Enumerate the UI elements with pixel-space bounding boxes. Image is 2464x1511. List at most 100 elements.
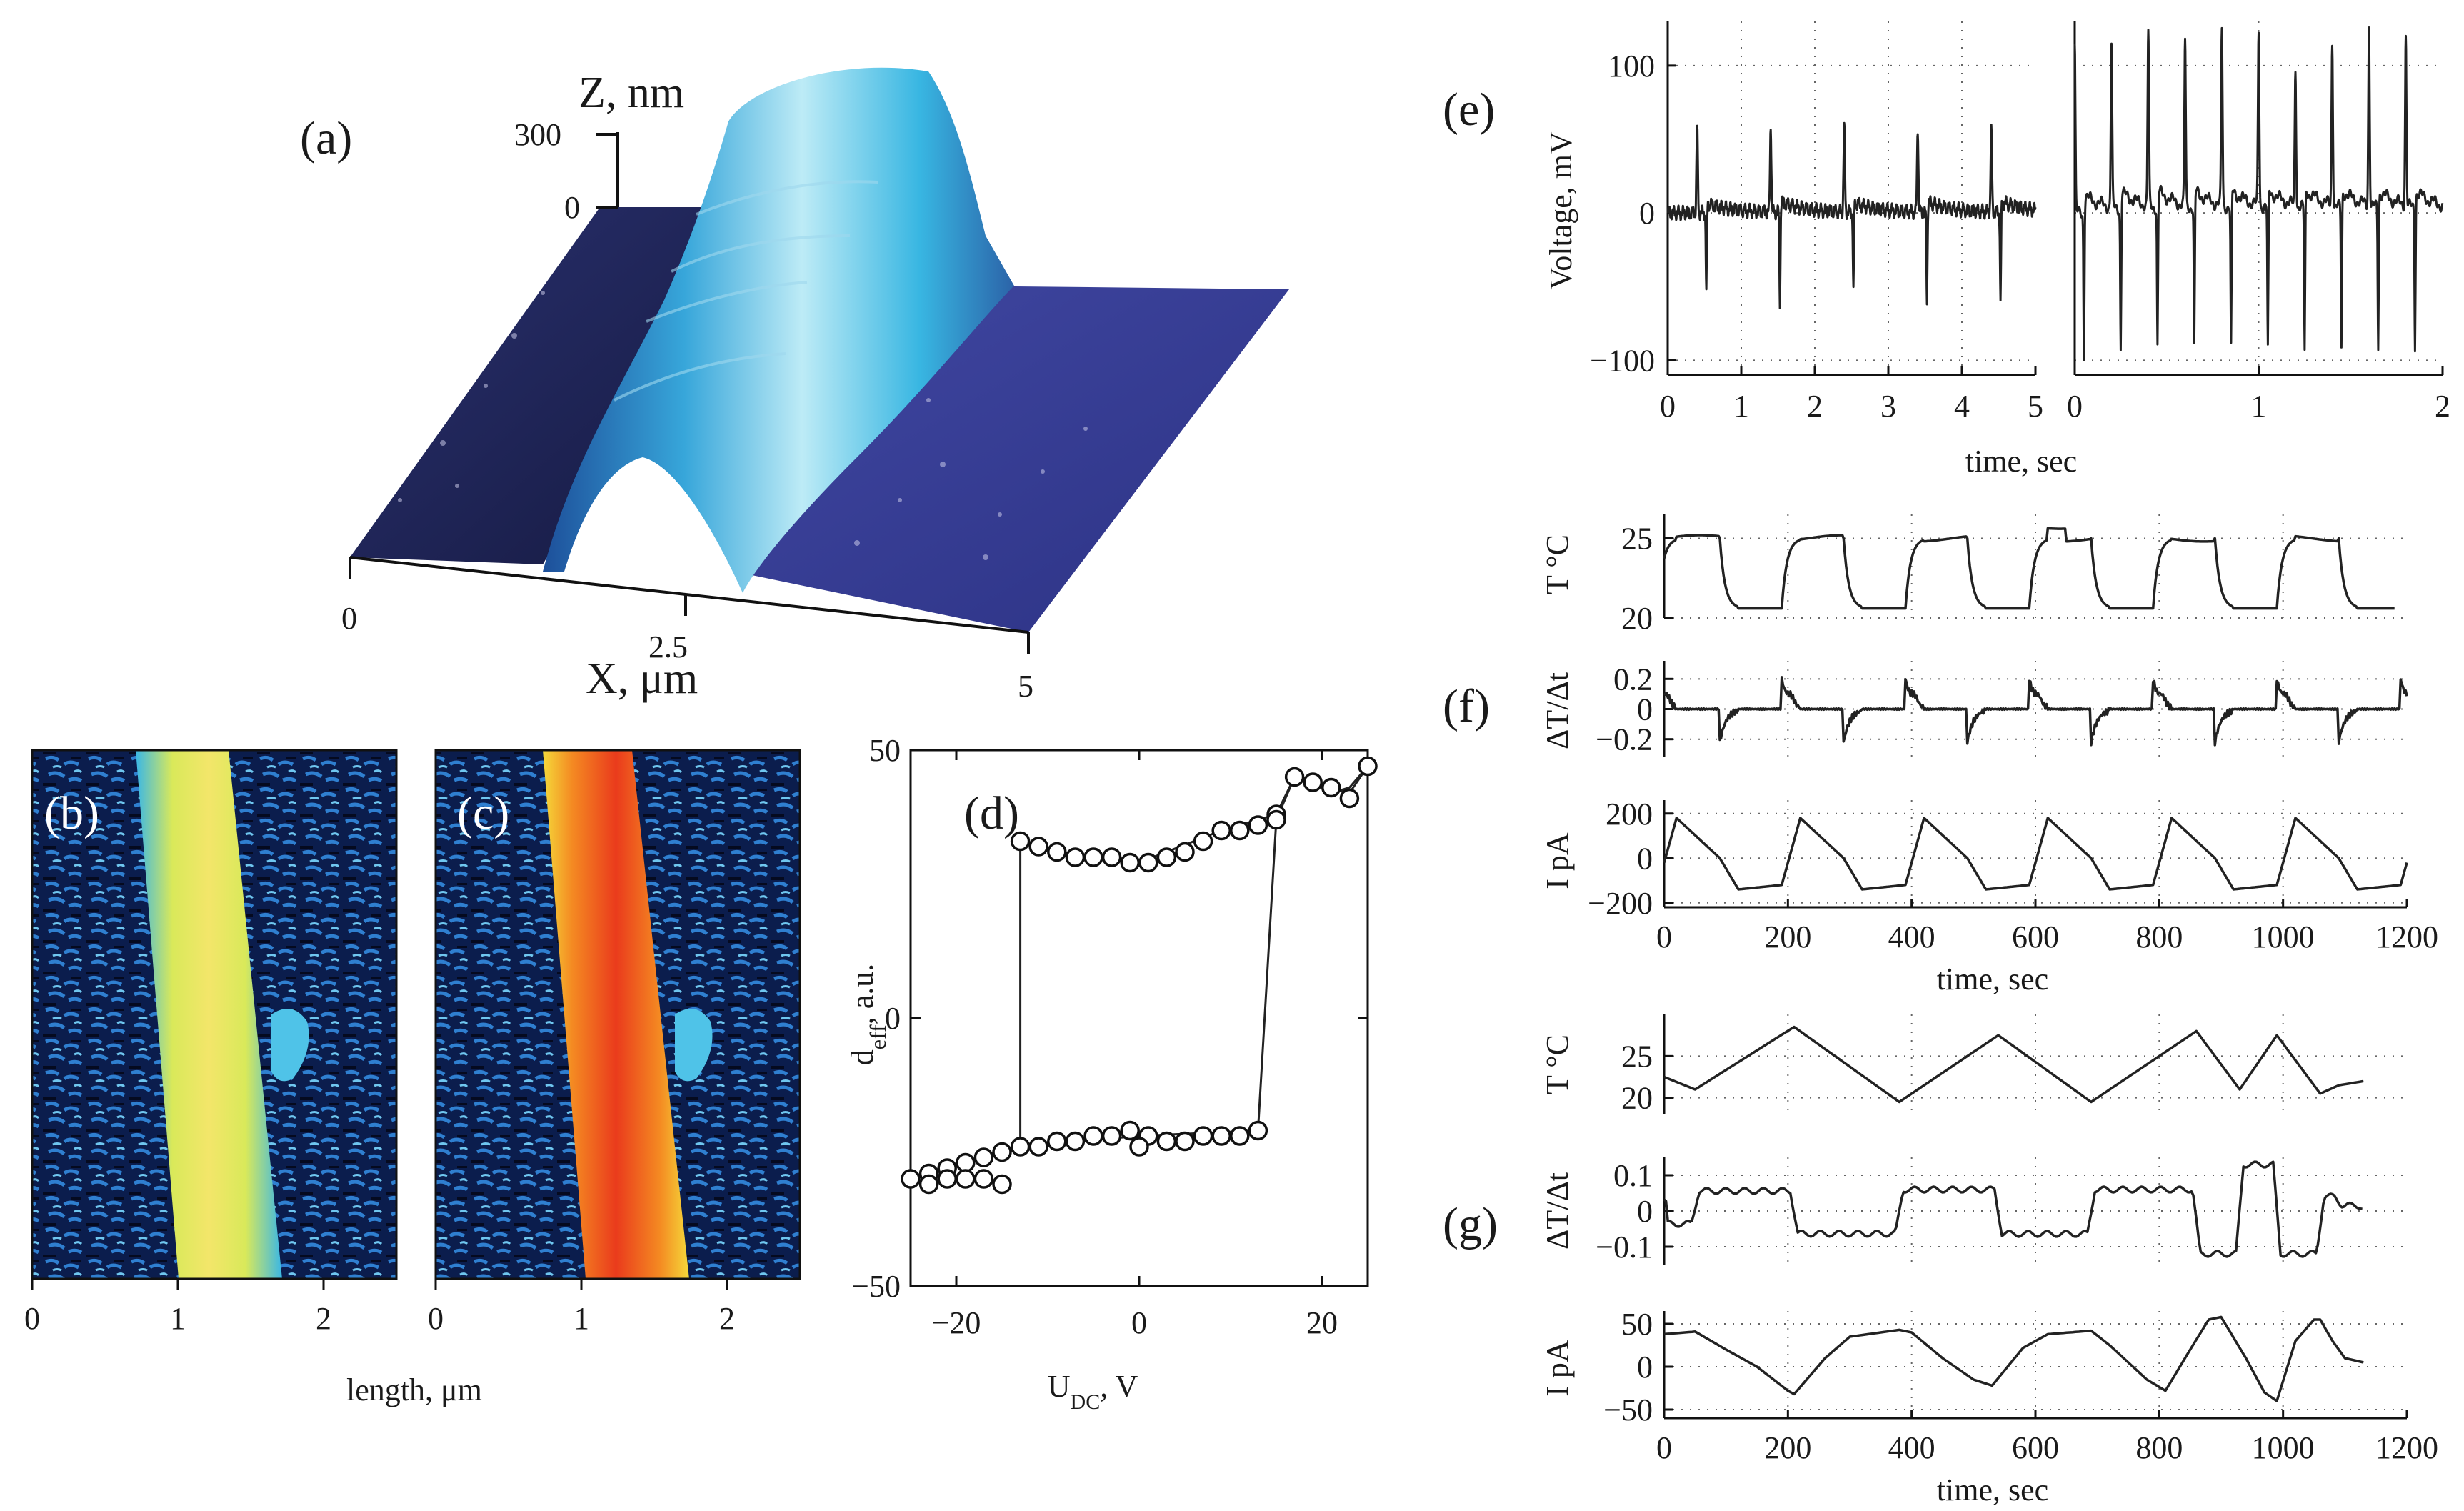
plot-f-T-ytick-label-1: 25 — [1621, 521, 1653, 556]
panel-b: (b) 0 1 2 length, μm — [24, 749, 482, 1407]
d-point-0-6 — [1120, 852, 1140, 873]
x-tick-a-2.5: 2.5 — [648, 629, 688, 664]
d-ytick-label-1: 0 — [885, 1001, 901, 1036]
panel-label-a: (a) — [300, 112, 352, 164]
plot-f-T-trace — [1663, 527, 2395, 610]
surface-right-plane — [700, 286, 1289, 632]
panel-label-f: (f) — [1443, 680, 1490, 732]
z-tick-300: 300 — [514, 117, 561, 152]
ticks-c-tick-label-0: 0 — [428, 1301, 444, 1336]
d-point-1-6 — [1010, 1137, 1031, 1157]
d-point-2-8 — [1303, 772, 1323, 792]
d-xtick-label-1: 0 — [1131, 1305, 1147, 1340]
plot-g-T-trace — [1663, 1025, 2364, 1104]
panel-c: (c) 0 1 2 — [428, 749, 801, 1336]
e-right-xtick-label-1: 1 — [2251, 389, 2267, 424]
plot-g-dT-ytick-label-0: 0.1 — [1613, 1158, 1653, 1193]
heatmap-b-xaxis: 0 1 2 — [24, 1277, 396, 1336]
d-point-1-8 — [1047, 1131, 1067, 1152]
d-point-2-11 — [1358, 756, 1378, 777]
ticks-c-tick-label-2: 2 — [719, 1301, 735, 1336]
d-point-2-6 — [1266, 809, 1286, 830]
plot-f-xtick-label-6: 1200 — [2375, 919, 2438, 954]
y-axis-label-deff: deff, a.u. — [845, 964, 891, 1065]
d-point-0-1 — [1028, 837, 1048, 857]
x-axis-label-time-f: time, sec — [1937, 962, 2048, 997]
d-point-2-9 — [1321, 777, 1341, 798]
e-left-xtick-label-1: 1 — [1733, 389, 1749, 424]
panel-label-b: (b) — [44, 787, 99, 839]
plot-g-xtick-label-0: 0 — [1656, 1430, 1672, 1465]
x-axis-label-length: length, μm — [346, 1372, 482, 1407]
plot-g-I-trace — [1663, 1315, 2364, 1402]
heatmap-c-bump — [675, 1009, 713, 1082]
ticks-c-tick-label-1: 1 — [574, 1301, 589, 1336]
d-point-0-2 — [1047, 842, 1067, 862]
e-left-xtick-label-4: 4 — [1954, 389, 1970, 424]
e-right-xtick-label-2: 2 — [2435, 389, 2450, 424]
ridge-arch-face — [564, 457, 743, 593]
d-point-1-11 — [1101, 1126, 1122, 1146]
d-point-2-2 — [956, 1169, 976, 1189]
z-axis-label: Z, nm — [579, 69, 684, 117]
plot-d: −20 0 20 −50 0 50 — [851, 733, 1378, 1340]
d-point-0-12 — [1230, 820, 1250, 841]
plot-g-dT-trace — [1663, 1160, 2363, 1258]
d-point-1-5 — [992, 1142, 1012, 1162]
e-left-xtick-label-3: 3 — [1880, 389, 1896, 424]
panel-d: −20 0 20 −50 0 50 (d) deff, a.u. UDC, V — [845, 733, 1378, 1414]
plot-g-I-ytick-label-2: −50 — [1603, 1392, 1653, 1427]
plot-f-T-ytick-label-0: 20 — [1621, 601, 1653, 636]
plot-f-xtick-label-5: 1000 — [2252, 919, 2315, 954]
x-tick-a-5: 5 — [1018, 669, 1033, 704]
d-ytick-label-0: −50 — [851, 1269, 901, 1304]
heatmap-c-xaxis: 0 1 2 — [428, 1277, 800, 1336]
plot-f-xtick-label-3: 600 — [2012, 919, 2059, 954]
plot-f-xtick-label-0: 0 — [1656, 919, 1672, 954]
plot-f-dT-ytick-label-1: 0 — [1637, 692, 1653, 727]
e-left-ytick-label-0: −100 — [1590, 343, 1655, 378]
d-point-0-3 — [1065, 847, 1086, 867]
e-left-trace — [1666, 121, 2037, 309]
y-axis-label-I-f: I pA — [1540, 832, 1575, 889]
d-point-0-9 — [1175, 842, 1195, 862]
plot-f-xtick-label-1: 200 — [1764, 919, 1811, 954]
d-point-1-14 — [1156, 1131, 1177, 1152]
plot-g-xtick-label-5: 1000 — [2252, 1430, 2315, 1465]
d-point-1-10 — [1083, 1126, 1103, 1146]
plot-g-xtick-label-6: 1200 — [2375, 1430, 2438, 1465]
e-left-xtick-label-2: 2 — [1807, 389, 1823, 424]
d-ytick-label-2: 50 — [869, 733, 901, 768]
d-point-0-7 — [1138, 852, 1158, 873]
panel-label-e: (e) — [1443, 84, 1495, 136]
d-point-0-11 — [1211, 820, 1231, 841]
d-point-1-3 — [956, 1152, 976, 1173]
plot-g-T-ytick-label-1: 25 — [1621, 1039, 1653, 1074]
plot-g-I-ytick-label-1: 0 — [1637, 1350, 1653, 1385]
d-point-1-19 — [1248, 1120, 1268, 1141]
d-point-1-9 — [1065, 1131, 1086, 1152]
d-point-2-10 — [1339, 788, 1360, 809]
surface-axes — [349, 132, 1030, 654]
surface-ridge — [543, 67, 1014, 593]
heatmap-b-bump — [271, 1009, 309, 1082]
ticks-b-tick-label-1: 1 — [170, 1301, 186, 1336]
d-point-2-1 — [937, 1169, 957, 1189]
d-point-1-0 — [901, 1169, 921, 1189]
z-tick-0: 0 — [564, 190, 580, 225]
ridge-stripes — [614, 180, 879, 402]
d-point-2-3 — [973, 1169, 994, 1189]
e-right-trace — [2073, 26, 2444, 361]
d-point-0-8 — [1156, 847, 1177, 867]
d-point-1-18 — [1230, 1126, 1250, 1146]
d-point-1-4 — [973, 1147, 994, 1167]
d-point-1-7 — [1028, 1137, 1048, 1157]
panel-a: (a) Z, nm 300 0 0 2.5 5 X, μm — [300, 67, 1289, 704]
x-axis-label-time-e: time, sec — [1965, 444, 2077, 479]
e-left-xtick-label-5: 5 — [2028, 389, 2043, 424]
